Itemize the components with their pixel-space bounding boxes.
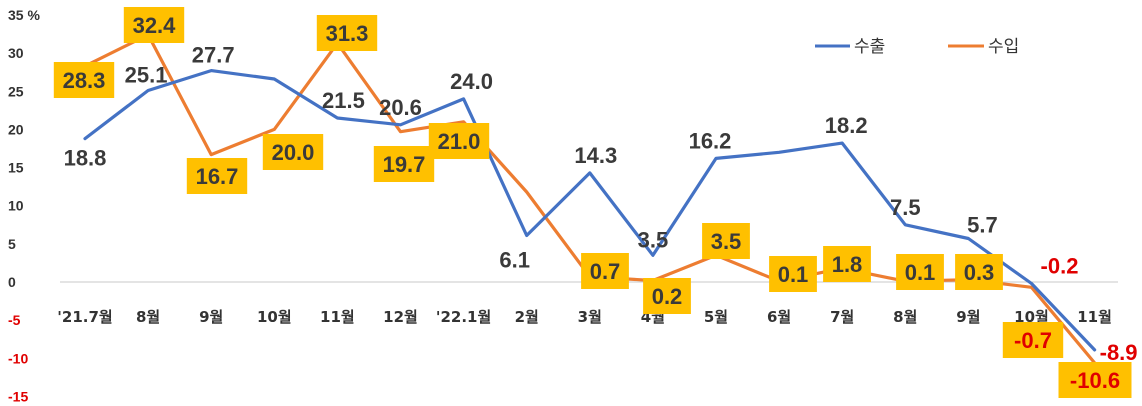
import-label-text: 0.1	[778, 262, 809, 287]
x-tick-label: '22.1월	[436, 308, 491, 326]
export-data-label: 25.1	[125, 62, 168, 87]
import-data-label: 28.3	[53, 62, 115, 98]
import-label-box	[1058, 362, 1132, 398]
x-tick-label: 11월	[1077, 308, 1112, 326]
x-tick-label: 5월	[704, 308, 728, 326]
import-label-text: 28.3	[63, 68, 106, 93]
export-data-label: 7.5	[890, 195, 921, 220]
import-label-text: 0.2	[652, 284, 683, 309]
y-tick-label: 30	[8, 45, 24, 61]
y-tick-label: -10	[8, 350, 28, 366]
export-data-label: -8.9	[1100, 340, 1138, 365]
legend-export-label: 수출	[854, 37, 885, 57]
import-data-label: -10.6	[1058, 362, 1132, 398]
import-label-box	[316, 15, 378, 51]
x-tick-label: '21.7월	[57, 308, 112, 326]
import-data-label: 20.0	[262, 134, 324, 170]
import-label-text: 0.7	[590, 259, 621, 284]
y-tick-label: -5	[8, 312, 21, 328]
export-data-label: 27.7	[192, 43, 235, 68]
y-tick-label: 15	[8, 160, 24, 176]
import-data-label: 0.3	[955, 254, 1003, 290]
import-label-box	[428, 123, 490, 159]
import-label-box	[186, 158, 248, 194]
export-data-label: 16.2	[689, 128, 732, 153]
import-label-box	[643, 278, 691, 314]
y-tick-label: 5	[8, 236, 16, 252]
import-label-text: 0.1	[905, 260, 936, 285]
import-label-box	[702, 223, 750, 259]
legend: 수출 수입	[815, 37, 1019, 57]
y-tick-label: 25	[8, 83, 24, 99]
import-data-label: 32.4	[123, 7, 185, 43]
import-label-box	[769, 256, 817, 292]
y-tick-label: -15	[8, 388, 28, 404]
import-label-box	[955, 254, 1003, 290]
y-tick-label: 35 %	[8, 7, 40, 23]
import-label-text: 31.3	[326, 21, 369, 46]
export-data-labels: 18.8 25.1 27.7 21.5 20.6 24.0 6.1 14.3 3.5 16.2 18…	[64, 43, 1138, 365]
export-data-label: 5.7	[967, 213, 998, 238]
export-data-label: 6.1	[499, 247, 530, 272]
x-tick-label: 7월	[830, 308, 854, 326]
export-data-label: 24.0	[450, 69, 493, 94]
import-data-label: 0.1	[769, 256, 817, 292]
x-tick-label: 9월	[956, 308, 980, 326]
import-label-box	[262, 134, 324, 170]
import-label-box	[896, 254, 944, 290]
export-series-line	[83, 68, 1097, 352]
import-label-text: 1.8	[832, 252, 863, 277]
y-tick-label: 0	[8, 274, 16, 290]
legend-import-label: 수입	[988, 37, 1019, 57]
import-label-text: 16.7	[196, 164, 239, 189]
import-label-text: 3.5	[711, 229, 742, 254]
import-data-label: 0.1	[896, 254, 944, 290]
x-tick-label: 11월	[320, 308, 355, 326]
import-label-text: -0.7	[1014, 328, 1052, 353]
import-label-text: -10.6	[1070, 368, 1120, 393]
export-data-label: 20.6	[379, 95, 422, 120]
import-data-label: 3.5	[702, 223, 750, 259]
import-data-labels: 28.3 32.4 16.7 20.0 31.3 19.7 21.0 0.7 0.2 3.5 0.1…	[53, 7, 1132, 398]
import-label-box	[1002, 322, 1064, 358]
import-label-box	[373, 146, 435, 182]
y-axis: 35 % 30 25 20 15 10 5 0 -5 -10 -15	[8, 7, 40, 405]
import-label-box	[581, 253, 629, 289]
import-label-text: 19.7	[383, 152, 426, 177]
import-data-label: 21.0	[428, 123, 490, 159]
x-tick-label: 10월	[1014, 308, 1049, 326]
import-label-box	[123, 7, 185, 43]
import-data-label: 0.2	[643, 278, 691, 314]
import-label-box	[53, 62, 115, 98]
export-data-label: 21.5	[322, 88, 365, 113]
x-tick-label: 10월	[257, 308, 292, 326]
x-tick-label: 3월	[578, 308, 602, 326]
import-label-text: 0.3	[964, 260, 995, 285]
export-data-label: -0.2	[1041, 254, 1079, 279]
export-data-label: 3.5	[638, 227, 669, 252]
export-data-label: 14.3	[574, 143, 617, 168]
import-data-label: 31.3	[316, 15, 378, 51]
import-data-label: 16.7	[186, 158, 248, 194]
import-label-text: 32.4	[133, 13, 177, 38]
x-axis: '21.7월 8월 9월 10월 11월 12월 '22.1월 2월 3월 4월 5월 6월 7월 8월 9…	[57, 308, 1112, 326]
import-label-box	[823, 246, 871, 282]
x-tick-label: 8월	[136, 308, 160, 326]
import-label-text: 21.0	[438, 129, 481, 154]
import-data-label: -0.7	[1002, 322, 1064, 358]
x-tick-label: 12월	[383, 308, 418, 326]
y-tick-label: 10	[8, 198, 24, 214]
x-tick-label: 9월	[199, 308, 223, 326]
import-data-label: 0.7	[581, 253, 629, 289]
x-tick-label: 2월	[515, 308, 539, 326]
export-data-label: 18.8	[64, 146, 107, 171]
import-data-label: 1.8	[823, 246, 871, 282]
import-data-label: 19.7	[373, 146, 435, 182]
import-label-text: 20.0	[272, 140, 315, 165]
y-tick-label: 20	[8, 121, 24, 137]
x-tick-label: 6월	[767, 308, 791, 326]
x-tick-label: 8월	[893, 308, 917, 326]
export-data-label: 18.2	[825, 113, 868, 138]
